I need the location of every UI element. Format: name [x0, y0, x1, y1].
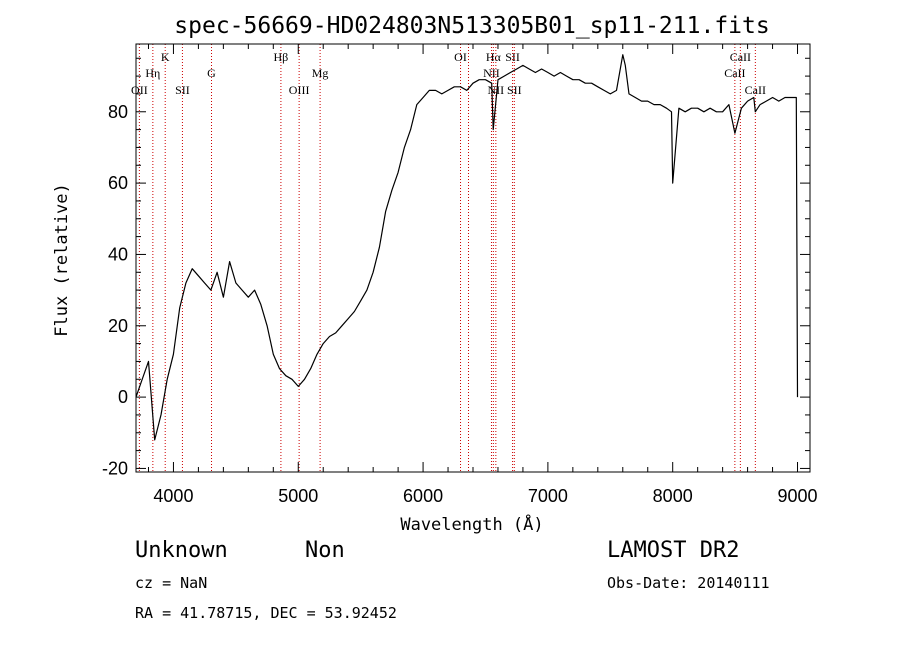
line-marker-label: CaII: [745, 83, 766, 97]
line-marker-label: G: [207, 66, 216, 80]
y-tick-label: 60: [108, 173, 128, 193]
line-marker-label: NII: [488, 83, 505, 97]
spectrum-series-line: [135, 54, 799, 441]
line-marker-label: Hα: [486, 50, 502, 64]
line-marker-label: CaII: [730, 50, 751, 64]
line-marker-label: SII: [505, 50, 520, 64]
chart-title: spec-56669-HD024803N513305B01_sp11-211.f…: [174, 13, 769, 39]
x-tick-label: 7000: [528, 486, 568, 506]
y-tick-label: 80: [108, 102, 128, 122]
series-layer: [135, 54, 799, 441]
x-tick-label: 8000: [653, 486, 693, 506]
y-tick-label: 40: [108, 244, 128, 264]
survey-label: LAMOST DR2: [607, 538, 740, 563]
line-marker-label: SII: [175, 83, 190, 97]
x-axis-label: Wavelength (Å): [400, 513, 543, 535]
line-marker-label: Hβ: [274, 50, 289, 64]
subclass-label: Non: [305, 538, 345, 563]
y-axis-label: Flux (relative): [52, 183, 72, 337]
y-tick-label: 0: [118, 387, 128, 407]
line-marker-label: K: [161, 50, 170, 64]
coordinates-label: RA = 41.78715, DEC = 53.92452: [135, 604, 397, 622]
cz-label: cz = NaN: [135, 574, 208, 592]
x-tick-label: 6000: [403, 486, 443, 506]
line-marker-label: OII: [131, 83, 148, 97]
obs-date-label: Obs-Date: 20140111: [607, 574, 770, 592]
x-tick-label: 4000: [153, 486, 193, 506]
x-tick-label: 9000: [777, 486, 817, 506]
y-tick-label: 20: [108, 316, 128, 336]
line-marker-label: OIII: [289, 83, 310, 97]
y-tick-label: -20: [102, 458, 128, 478]
line-marker-label: CaII: [724, 66, 745, 80]
tick-layer: 4000 5000 6000 7000 8000 9000 -20 0 20 40 60 80: [102, 44, 818, 506]
plot-frame: [135, 43, 811, 473]
line-marker-label: NII: [483, 66, 500, 80]
line-marker-label: Mg: [312, 66, 329, 80]
line-marker-label: OI: [454, 50, 467, 64]
x-tick-label: 5000: [278, 486, 318, 506]
line-marker-label: SII: [507, 83, 522, 97]
line-marker-label: Hη: [145, 66, 160, 80]
class-label: Unknown: [135, 538, 228, 563]
